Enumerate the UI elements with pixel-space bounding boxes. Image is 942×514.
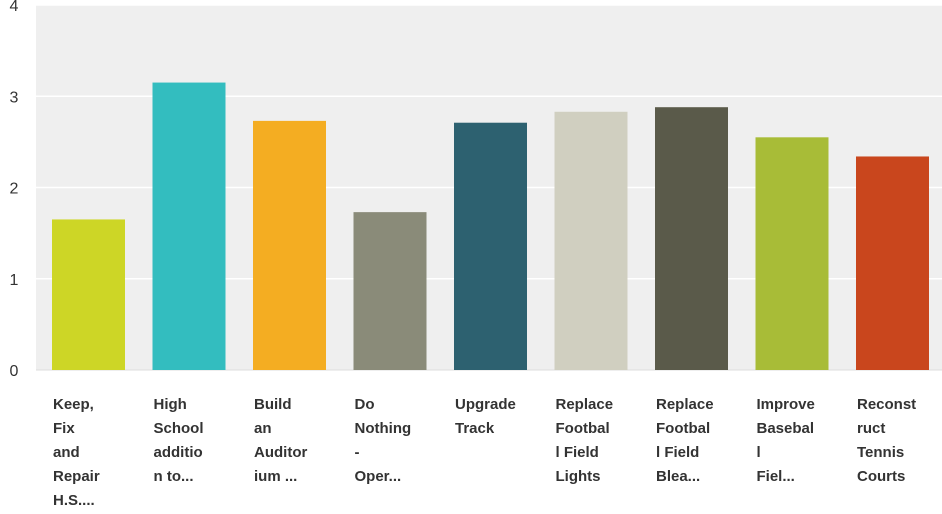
x-tick-label: Build an Auditor ium ...: [254, 396, 307, 485]
y-tick-label: 3: [10, 89, 19, 106]
bar: [52, 219, 125, 370]
bars: [52, 82, 929, 371]
bar: [755, 137, 829, 370]
bar: [554, 111, 628, 370]
x-tick-label: Keep, Fix and Repair H.S....: [53, 396, 100, 509]
x-tick-label: Upgrade Track: [455, 396, 516, 437]
x-axis-labels: Keep, Fix and Repair H.S.... High School additi…: [53, 396, 916, 509]
x-tick-label: High School additio n to...: [154, 396, 204, 485]
y-axis-ticks: 0 1 2 3 4: [10, 0, 19, 380]
y-tick-label: 2: [10, 181, 19, 198]
bar: [353, 212, 427, 370]
x-tick-label: Improve Basebal l Fiel...: [757, 396, 815, 485]
bar: [454, 122, 527, 371]
bar: [655, 107, 728, 370]
x-tick-label: Replace Footbal l Field Blea...: [656, 396, 714, 485]
y-tick-label: 1: [10, 272, 19, 289]
y-tick-label: 4: [10, 0, 19, 15]
x-tick-label: Replace Footbal l Field Lights: [556, 396, 614, 485]
bar: [152, 82, 226, 370]
bar: [253, 120, 326, 370]
x-tick-label: Reconst ruct Tennis Courts: [857, 396, 916, 485]
y-tick-label: 0: [10, 363, 19, 380]
x-tick-label: Do Nothing -Oper...: [355, 396, 412, 485]
bar: [856, 156, 929, 370]
